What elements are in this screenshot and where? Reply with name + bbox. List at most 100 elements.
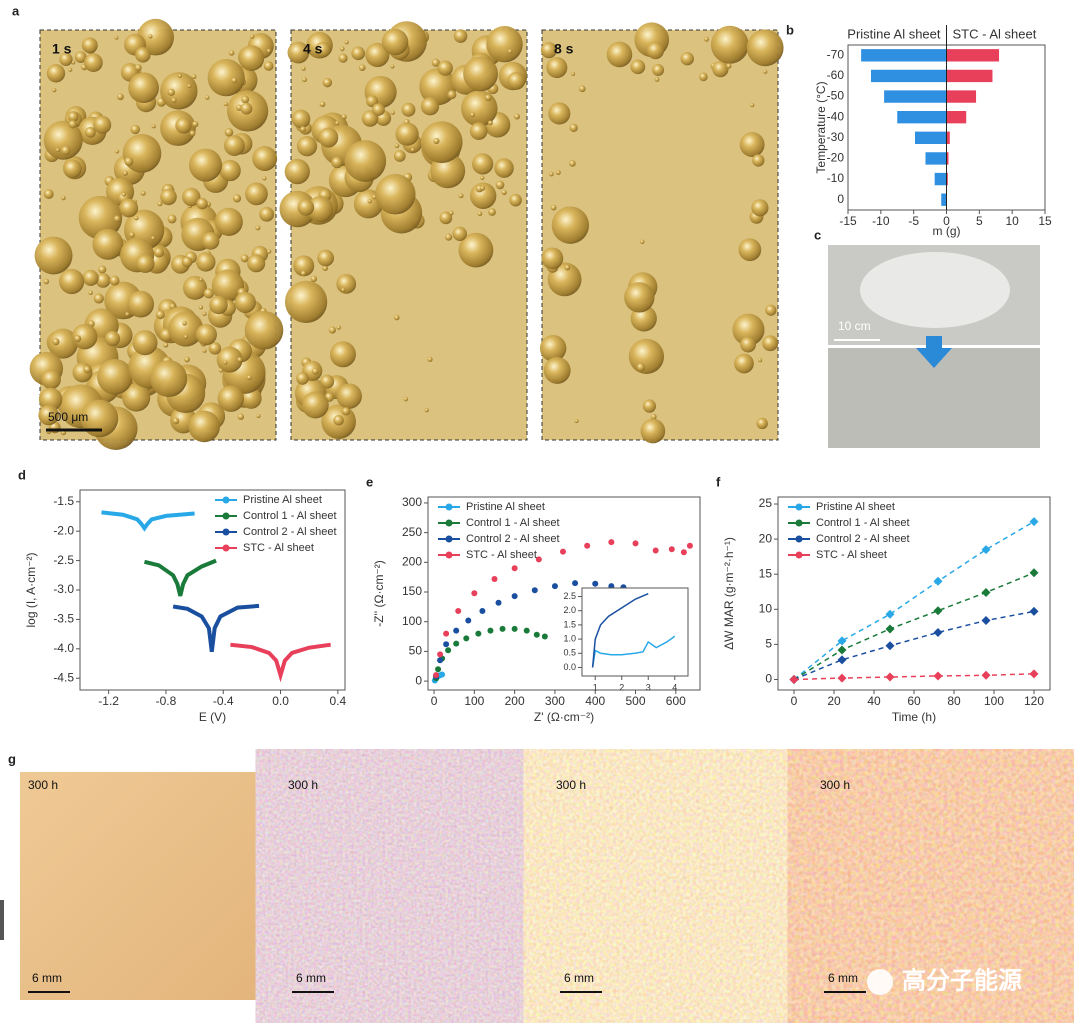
droplet (549, 171, 554, 177)
droplet (751, 199, 769, 217)
droplet (486, 25, 523, 63)
y-tick-label: 2.5 (563, 591, 576, 601)
bar (884, 90, 947, 103)
droplet (183, 275, 207, 300)
droplet (46, 63, 66, 83)
droplet (739, 132, 765, 157)
x-tick-label: 1 (593, 682, 598, 692)
droplet (38, 387, 63, 411)
droplet (74, 51, 87, 64)
legend-label: Control 2 - Al sheet (466, 533, 560, 545)
legend-marker (795, 535, 803, 543)
droplet (606, 41, 633, 68)
x-tick-label: 80 (947, 694, 961, 708)
droplet (67, 111, 79, 123)
droplet (652, 64, 665, 76)
marker (981, 670, 991, 680)
y-axis-label: Temperature (°C) (814, 81, 828, 173)
droplet (291, 109, 311, 129)
droplet (680, 52, 694, 66)
droplet (167, 214, 177, 224)
series-line (793, 572, 1035, 681)
droplet (237, 413, 245, 420)
series-line (230, 642, 331, 683)
droplet (188, 410, 221, 443)
droplet (240, 102, 253, 115)
panel-label: h (270, 751, 278, 766)
droplet (34, 236, 73, 275)
droplet (214, 207, 243, 236)
droplet (68, 120, 77, 129)
droplet (241, 95, 250, 104)
droplet (320, 374, 335, 389)
marker (511, 565, 518, 572)
droplet (135, 47, 151, 63)
droplet (494, 158, 514, 178)
droplet (453, 29, 468, 43)
droplet (341, 287, 346, 292)
series-line (101, 510, 195, 532)
droplet (124, 156, 134, 167)
droplet (447, 90, 457, 100)
droplet (47, 328, 78, 359)
marker (559, 548, 566, 555)
droplet (628, 338, 665, 375)
edge-mark (0, 900, 4, 940)
droplet (198, 277, 203, 282)
x-tick-label: 500 (626, 694, 646, 708)
legend-marker (445, 551, 453, 559)
scale-label: 6 mm (32, 971, 62, 985)
droplet (211, 269, 244, 302)
marker (523, 627, 530, 634)
marker (495, 599, 502, 606)
droplet (445, 233, 453, 241)
droplet (252, 146, 278, 171)
marker (465, 617, 472, 624)
droplet (420, 121, 463, 164)
y-tick-label: -50 (827, 89, 845, 103)
droplet (135, 254, 155, 273)
y-tick-label: 10 (759, 601, 773, 615)
droplet (61, 195, 66, 201)
droplet (452, 226, 467, 242)
droplet (302, 77, 307, 83)
droplet (507, 71, 526, 90)
marker (535, 556, 542, 563)
droplet (394, 143, 400, 149)
marker (837, 645, 847, 655)
frame-time: 8 s (554, 41, 574, 57)
y-tick-label: -20 (827, 151, 845, 165)
plot-frame (581, 587, 689, 677)
droplet (150, 360, 188, 398)
droplet (163, 342, 169, 348)
droplet (650, 413, 657, 420)
marker (933, 627, 943, 637)
legend-label: Control 1 - Al sheet (816, 517, 910, 529)
marker (463, 635, 470, 642)
bar (934, 172, 947, 186)
droplet (175, 117, 192, 134)
x-tick-label: 0 (431, 694, 438, 708)
marker (1029, 568, 1039, 578)
time-label: 300 h (556, 778, 586, 792)
y-tick-label: 15 (759, 566, 773, 580)
droplet (244, 310, 284, 350)
y-axis-label: -Z'' (Ω·cm⁻²) (372, 560, 386, 627)
droplet (52, 338, 60, 346)
droplet (167, 88, 175, 97)
droplet (469, 122, 488, 140)
droplets (29, 18, 784, 450)
marker (592, 580, 599, 587)
marker (1029, 517, 1039, 527)
droplet (202, 348, 207, 353)
photo (812, 772, 1055, 1000)
droplet (68, 67, 73, 72)
droplet (160, 72, 198, 110)
droplet (234, 291, 256, 314)
droplet (758, 358, 763, 363)
panel-label: a (12, 3, 20, 18)
droplet (646, 41, 665, 60)
marker (445, 647, 452, 654)
droplet (738, 238, 762, 262)
droplet (209, 295, 228, 315)
